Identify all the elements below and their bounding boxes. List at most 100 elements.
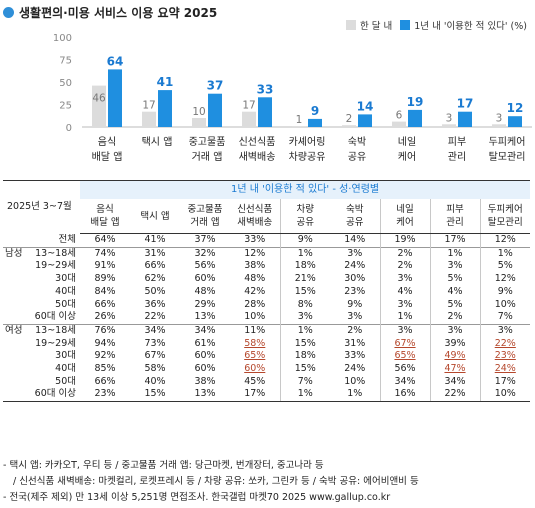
table-cell-value: 26% xyxy=(94,311,116,323)
table-cell: 22% xyxy=(429,388,481,403)
table-row-label: 60대 이상 xyxy=(33,388,81,403)
table-cell: 13% xyxy=(180,388,231,403)
table-cell: 3% xyxy=(330,246,381,261)
data-label-year: 33 xyxy=(257,82,274,96)
data-label-month: 46 xyxy=(92,93,106,105)
data-label-year: 19 xyxy=(407,95,424,109)
table-row-label: 30대 xyxy=(55,350,77,362)
table-cell: 38% xyxy=(230,260,280,273)
table-cell: 65% xyxy=(230,350,280,363)
table-cell: 30% xyxy=(330,273,380,286)
table-group-label: 남성 xyxy=(3,246,33,261)
x-tick-label: 두피케어 xyxy=(489,136,526,148)
bar-year xyxy=(358,114,372,127)
table-cell-value: 2% xyxy=(397,260,413,272)
table-cell-value: 2% xyxy=(447,311,463,323)
bar-year xyxy=(408,109,422,127)
table-row: 60대 이상 23% 15% 13% 17% 1% 1% 16% 22% 10% xyxy=(3,388,531,403)
table-cell-value: 47% xyxy=(444,363,466,375)
y-tick-label: 100 xyxy=(53,33,72,44)
table-cell-value: 38% xyxy=(194,375,216,387)
table-cell: 60% xyxy=(230,363,280,376)
table-cell: 15% xyxy=(279,363,331,376)
table-cell-value: 18% xyxy=(294,260,316,272)
table-cell: 22% xyxy=(479,337,531,351)
table-row: 60대 이상 26% 22% 13% 10% 3% 3% 1% 2% 7% xyxy=(3,311,531,325)
table-group-label xyxy=(3,388,33,403)
table-cell-value: 1% xyxy=(297,247,313,259)
table-cell-value: 64% xyxy=(94,234,116,245)
table-cell-value: 12% xyxy=(244,247,266,259)
table-header-row: 2025년 3~7월 1년 내 '이용한 적 있다' - 성·연령별 xyxy=(3,180,531,234)
table-cell: 62% xyxy=(130,273,180,286)
bar-month xyxy=(392,121,406,127)
table-cell: 73% xyxy=(130,338,180,351)
legend-swatch-year xyxy=(400,20,411,30)
table-cell: 3% xyxy=(330,311,380,324)
table-cell: 7% xyxy=(279,375,331,389)
table-cell: 29% xyxy=(180,299,230,312)
table-cell-value: 24% xyxy=(344,260,366,272)
table-cell-value: 42% xyxy=(244,285,266,297)
footnote-line: / 신선식품 새벽배송: 마켓컬리, 로켓프레시 등 / 차량 공유: 쏘카, … xyxy=(13,476,419,487)
table-cell: 34% xyxy=(429,375,481,389)
data-label-month: 17 xyxy=(142,100,155,112)
table-cell: 4% xyxy=(379,285,431,299)
x-tick-label: 음식 xyxy=(98,136,116,148)
data-label-month: 6 xyxy=(396,110,403,122)
x-tick-label: 관리 xyxy=(448,151,466,163)
table-group-label xyxy=(3,299,33,312)
table-cell-value: 10% xyxy=(494,388,516,400)
table-row-label: 19~29세 xyxy=(35,337,77,349)
table-cell: 34% xyxy=(379,375,431,389)
table-cell-value: 60% xyxy=(194,350,216,362)
table-cell: 56% xyxy=(180,260,230,273)
table-cell-value: 10% xyxy=(494,298,516,310)
table-cell-value: 37% xyxy=(194,234,216,245)
table-cell: 67% xyxy=(130,350,180,363)
table-cell: 1% xyxy=(379,311,431,325)
table-cell-value: 58% xyxy=(244,337,266,349)
table-cell: 61% xyxy=(180,338,230,351)
table-group-label xyxy=(3,260,33,273)
table-cell: 34% xyxy=(130,323,181,338)
table-cell-value: 56% xyxy=(194,260,216,272)
data-label-year: 37 xyxy=(207,79,224,93)
table-cell-value: 29% xyxy=(194,298,216,310)
table-cell-value: 9% xyxy=(497,285,513,297)
table-cell: 50% xyxy=(130,286,180,299)
bar-year xyxy=(458,111,472,127)
table-cell: 23% xyxy=(80,388,131,403)
table-cell: 60% xyxy=(180,273,230,286)
table-column-header: 네일 케어 xyxy=(379,199,431,234)
table-row-label: 전체 xyxy=(58,233,77,245)
table-cell: 67% xyxy=(379,337,431,351)
x-tick-label: 신선식품 xyxy=(239,136,276,148)
data-label-month: 17 xyxy=(242,100,255,112)
title-bullet-icon xyxy=(3,6,14,18)
table-cell: 9% xyxy=(479,285,531,299)
table-row: 40대 84% 50% 48% 42% 15% 23% 4% 4% 9% xyxy=(3,285,531,299)
table-cell: 33% xyxy=(230,234,280,248)
x-tick-label: 택시 앱 xyxy=(142,136,173,148)
table-cell-value: 74% xyxy=(94,247,116,259)
footnotes: - 택시 앱: 카카오T, 우티 등 / 중고물품 거래 앱: 당근마켓, 번개… xyxy=(3,458,533,506)
table-cell-value: 61% xyxy=(194,337,216,349)
table-cell: 17% xyxy=(429,233,481,248)
table-cell-value: 3% xyxy=(497,324,513,336)
bar-month xyxy=(442,124,456,127)
table-cell-value: 48% xyxy=(194,285,216,297)
table-cell: 32% xyxy=(180,246,231,261)
x-tick-label: 숙박 xyxy=(348,136,366,148)
table-cell-value: 9% xyxy=(347,298,363,310)
table-group-label xyxy=(3,338,33,351)
table-column-header: 두피케어 탈모관리 xyxy=(479,199,531,234)
table-row: 19~29세 94% 73% 61% 58% 15% 31% 67% 39% 22% xyxy=(3,337,531,351)
x-tick-label: 배달 앱 xyxy=(92,151,123,163)
table-cell-value: 15% xyxy=(294,285,316,297)
table-row-label: 19~29세 xyxy=(35,260,77,272)
table-cell-value: 10% xyxy=(244,311,266,323)
table-cell: 12% xyxy=(479,273,531,286)
